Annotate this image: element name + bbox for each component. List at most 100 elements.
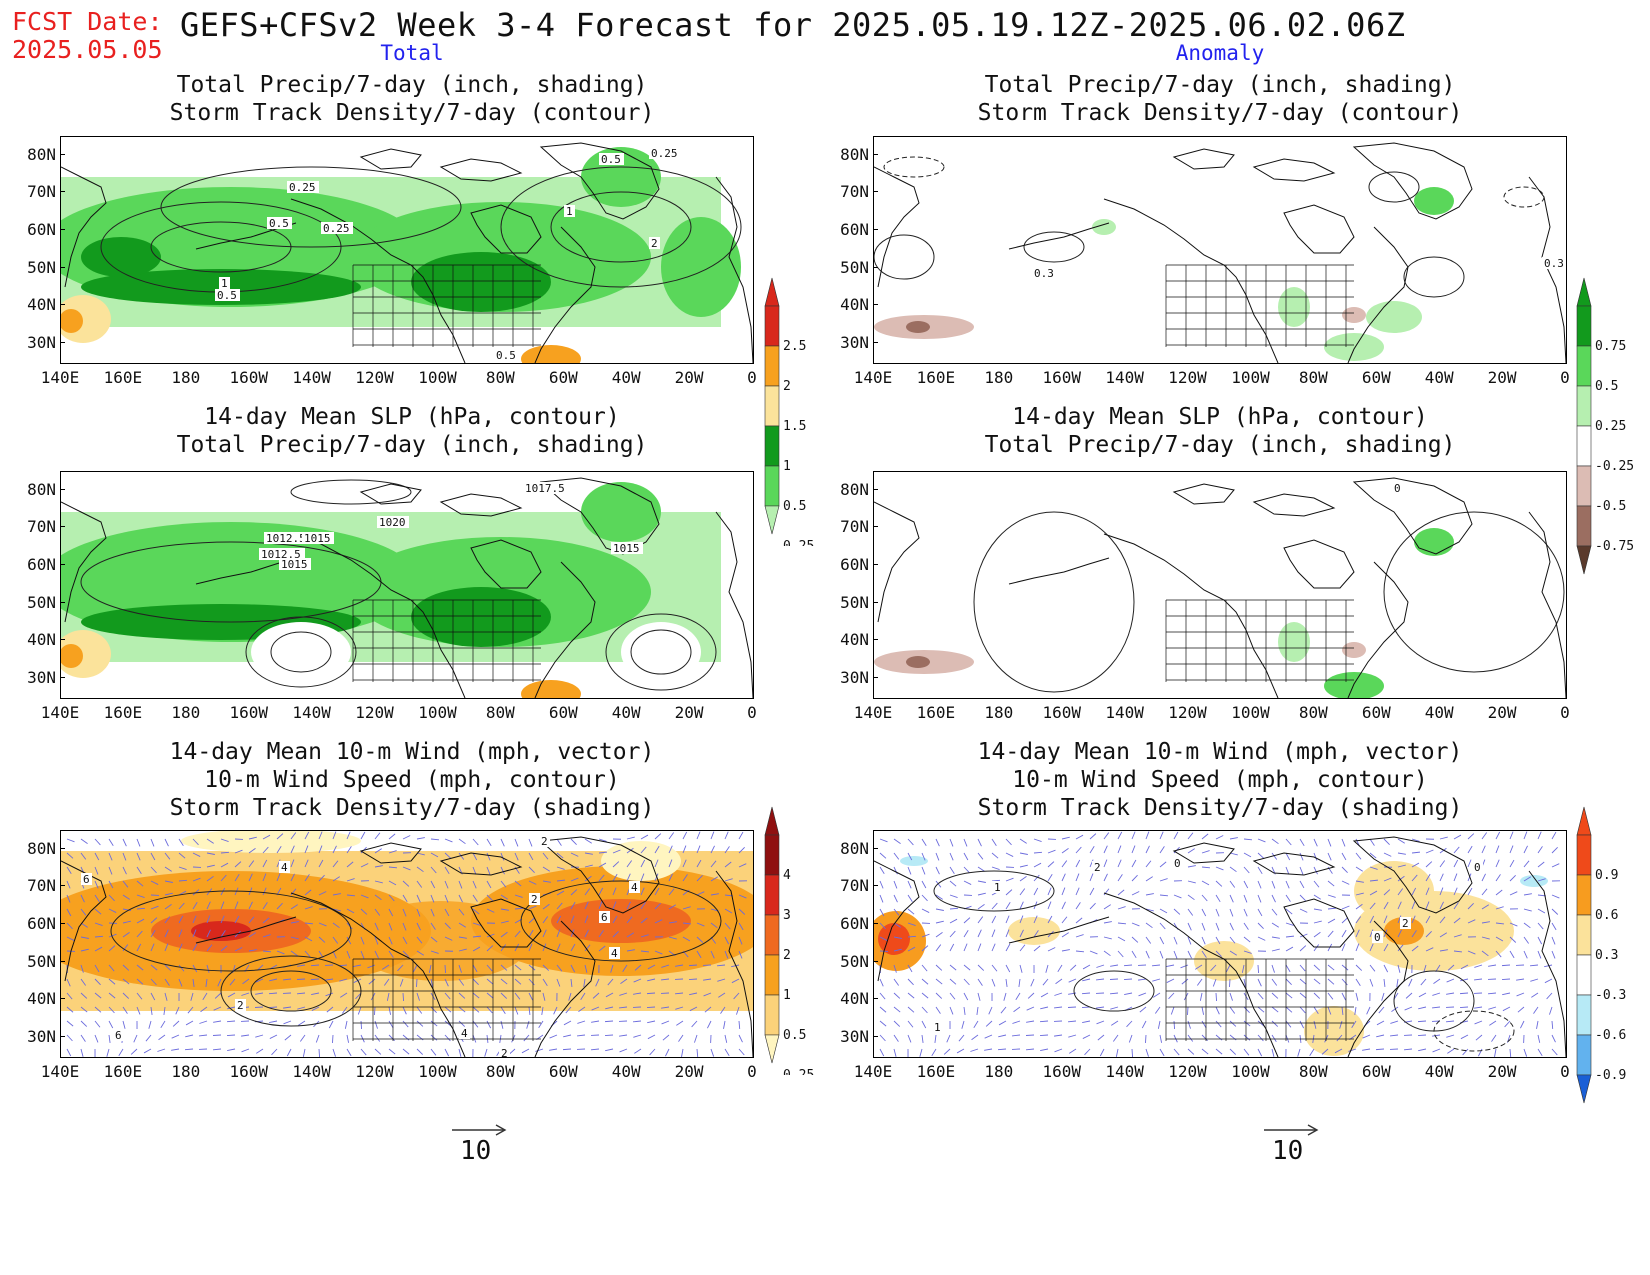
colorbar-segment bbox=[1576, 385, 1592, 427]
coastline bbox=[534, 561, 596, 698]
contour-line bbox=[933, 870, 1055, 912]
longitude-tick-label: 180 bbox=[171, 1062, 201, 1081]
longitude-tick-label: 180 bbox=[984, 703, 1014, 722]
longitude-tick-label: 100W bbox=[418, 703, 457, 722]
latitude-tick-label: 60N bbox=[27, 555, 56, 574]
coastline bbox=[439, 852, 523, 876]
contour-label-bg bbox=[609, 947, 620, 959]
latitude-tick-label: 70N bbox=[840, 182, 869, 201]
latitude-tick bbox=[60, 961, 65, 962]
contour-label-bg bbox=[279, 861, 290, 873]
map-panel-wind-storm-anomaly: 2 0 0 1 2 0 1 bbox=[873, 830, 1567, 1058]
longitude-tick-label: 0 bbox=[747, 1062, 757, 1081]
map-canvas: 0.3 0.3 bbox=[874, 142, 1566, 363]
latitude-tick-label: 80N bbox=[27, 145, 56, 164]
contour-label-bg bbox=[1172, 857, 1183, 869]
coastline bbox=[1283, 539, 1355, 589]
contour-line bbox=[1023, 231, 1085, 263]
contour-label-bg bbox=[992, 881, 1003, 893]
panel-title: 14-day Mean SLP (hPa, contour) Total Pre… bbox=[62, 403, 762, 459]
contour-label-bg bbox=[219, 277, 230, 289]
latitude-tick-label: 40N bbox=[840, 630, 869, 649]
longitude-tick-label: 140E bbox=[40, 1062, 80, 1081]
latitude-tick bbox=[60, 639, 65, 640]
colorbar-precip-anomaly: 0.75 0.5 0.25 -0.25 -0.5 -0.75 bbox=[1576, 276, 1650, 590]
longitude-tick-label: 100W bbox=[1231, 703, 1270, 722]
latitude-tick bbox=[60, 489, 65, 490]
title-line: Total Precip/7-day (inch, shading) bbox=[176, 432, 648, 458]
contour-line bbox=[883, 156, 945, 178]
us-state-borders bbox=[1165, 958, 1354, 1041]
coastline bbox=[1172, 148, 1235, 170]
colorbar-label: 1.5 bbox=[783, 419, 806, 434]
latitude-tick-label: 30N bbox=[840, 668, 869, 687]
colorbar-bottom-arrow bbox=[764, 1034, 780, 1064]
longitude-tick-label: 160W bbox=[1042, 703, 1081, 722]
title-line: Storm Track Density/7-day (contour) bbox=[169, 100, 655, 126]
map-canvas: 0 bbox=[874, 477, 1566, 698]
latitude-tick-label: 80N bbox=[840, 480, 869, 499]
contour-label-bg bbox=[629, 881, 640, 893]
contour-label-bg bbox=[1392, 482, 1403, 494]
colorbar-segment bbox=[1576, 465, 1592, 507]
latitude-tick-label: 60N bbox=[27, 220, 56, 239]
colorbar-label: 4 bbox=[783, 868, 791, 883]
longitude-tick-label: 120W bbox=[355, 703, 394, 722]
longitude-tick-label: 20W bbox=[1487, 368, 1517, 387]
shading-region bbox=[661, 217, 741, 317]
latitude-tick-label: 50N bbox=[27, 258, 56, 277]
latitude-tick-label: 30N bbox=[840, 333, 869, 352]
contour-line bbox=[1503, 186, 1545, 208]
coastline bbox=[874, 860, 920, 982]
colorbar-label: 0.25 bbox=[783, 539, 814, 546]
coastline bbox=[1352, 477, 1473, 555]
map-panel-slp-precip-anomaly: 0 bbox=[873, 471, 1567, 699]
contour-label-bg bbox=[1542, 257, 1566, 269]
latitude-tick-label: 60N bbox=[840, 555, 869, 574]
latitude-tick bbox=[873, 191, 878, 192]
coastline bbox=[1283, 204, 1355, 254]
longitude-tick-label: 120W bbox=[355, 368, 394, 387]
colorbar-top-arrow bbox=[764, 806, 780, 836]
longitude-tick-label: 160W bbox=[229, 703, 268, 722]
latitude-tick-label: 80N bbox=[27, 480, 56, 499]
colorbar-label: 1 bbox=[783, 459, 791, 474]
reference-vector-value: 10 bbox=[460, 1136, 492, 1166]
longitude-tick-label: 120W bbox=[1168, 368, 1207, 387]
latitude-tick-label: 40N bbox=[840, 295, 869, 314]
shading-region bbox=[411, 252, 551, 312]
latitude-tick bbox=[60, 154, 65, 155]
colorbar-storm-total: 4 3 2 1 0.5 0.25 bbox=[764, 805, 844, 1083]
colorbar-label: 3 bbox=[783, 908, 791, 923]
latitude-tick bbox=[60, 998, 65, 999]
longitude-tick-label: 80W bbox=[485, 1062, 515, 1081]
colorbar-graphic: 0.9 0.6 0.3 -0.3 -0.6 -0.9 bbox=[1576, 806, 1626, 1104]
longitude-tick-label: 140W bbox=[292, 368, 331, 387]
contour-label: 2 bbox=[541, 835, 548, 848]
us-state-borders bbox=[1165, 599, 1354, 682]
shading-region bbox=[621, 622, 701, 682]
coastline bbox=[470, 539, 542, 589]
shading-region bbox=[878, 923, 910, 955]
contour-label-bg bbox=[1032, 267, 1057, 279]
coastline bbox=[1283, 898, 1355, 948]
colorbar-bottom-arrow bbox=[1576, 545, 1592, 575]
panel-title: 14-day Mean SLP (hPa, contour) Total Pre… bbox=[870, 403, 1570, 459]
longitude-tick-label: 120W bbox=[355, 1062, 394, 1081]
colorbar-segment bbox=[764, 994, 780, 1036]
colorbar-segment bbox=[1576, 834, 1592, 876]
longitude-tick-label: 160W bbox=[1042, 368, 1081, 387]
contour-label: 1015 bbox=[613, 542, 640, 555]
latitude-tick-label: 60N bbox=[840, 914, 869, 933]
longitude-tick-label: 20W bbox=[674, 368, 704, 387]
colorbar-bottom-arrow bbox=[764, 505, 780, 535]
contour-label-bg bbox=[459, 1027, 470, 1039]
longitude-tick-label: 140E bbox=[853, 368, 893, 387]
colorbar-segment bbox=[1576, 345, 1592, 387]
contour-label-bg bbox=[649, 237, 660, 249]
contour-line bbox=[973, 511, 1135, 693]
contour-label: 0.5 bbox=[601, 153, 621, 166]
latitude-tick-label: 30N bbox=[27, 333, 56, 352]
contour-label: 2 bbox=[501, 1047, 508, 1057]
